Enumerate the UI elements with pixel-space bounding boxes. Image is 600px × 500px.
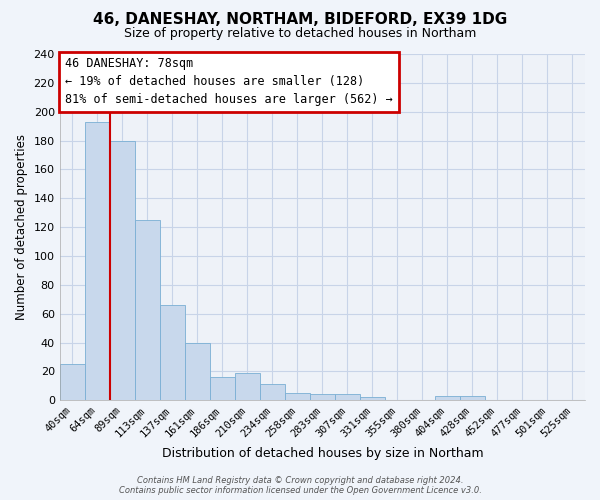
Bar xyxy=(285,393,310,400)
Bar xyxy=(435,396,460,400)
Text: 46 DANESHAY: 78sqm
← 19% of detached houses are smaller (128)
81% of semi-detach: 46 DANESHAY: 78sqm ← 19% of detached hou… xyxy=(65,58,392,106)
Bar xyxy=(160,305,185,400)
Bar xyxy=(360,398,385,400)
Bar xyxy=(260,384,285,400)
Y-axis label: Number of detached properties: Number of detached properties xyxy=(15,134,28,320)
Bar xyxy=(135,220,160,400)
Text: 46, DANESHAY, NORTHAM, BIDEFORD, EX39 1DG: 46, DANESHAY, NORTHAM, BIDEFORD, EX39 1D… xyxy=(93,12,507,28)
Bar xyxy=(185,342,210,400)
X-axis label: Distribution of detached houses by size in Northam: Distribution of detached houses by size … xyxy=(161,447,483,460)
Bar xyxy=(235,373,260,400)
Bar xyxy=(310,394,335,400)
Bar xyxy=(335,394,360,400)
Bar xyxy=(85,122,110,400)
Bar xyxy=(210,377,235,400)
Bar xyxy=(110,140,135,400)
Bar xyxy=(59,364,85,400)
Bar xyxy=(460,396,485,400)
Text: Size of property relative to detached houses in Northam: Size of property relative to detached ho… xyxy=(124,28,476,40)
Text: Contains HM Land Registry data © Crown copyright and database right 2024.
Contai: Contains HM Land Registry data © Crown c… xyxy=(119,476,481,495)
